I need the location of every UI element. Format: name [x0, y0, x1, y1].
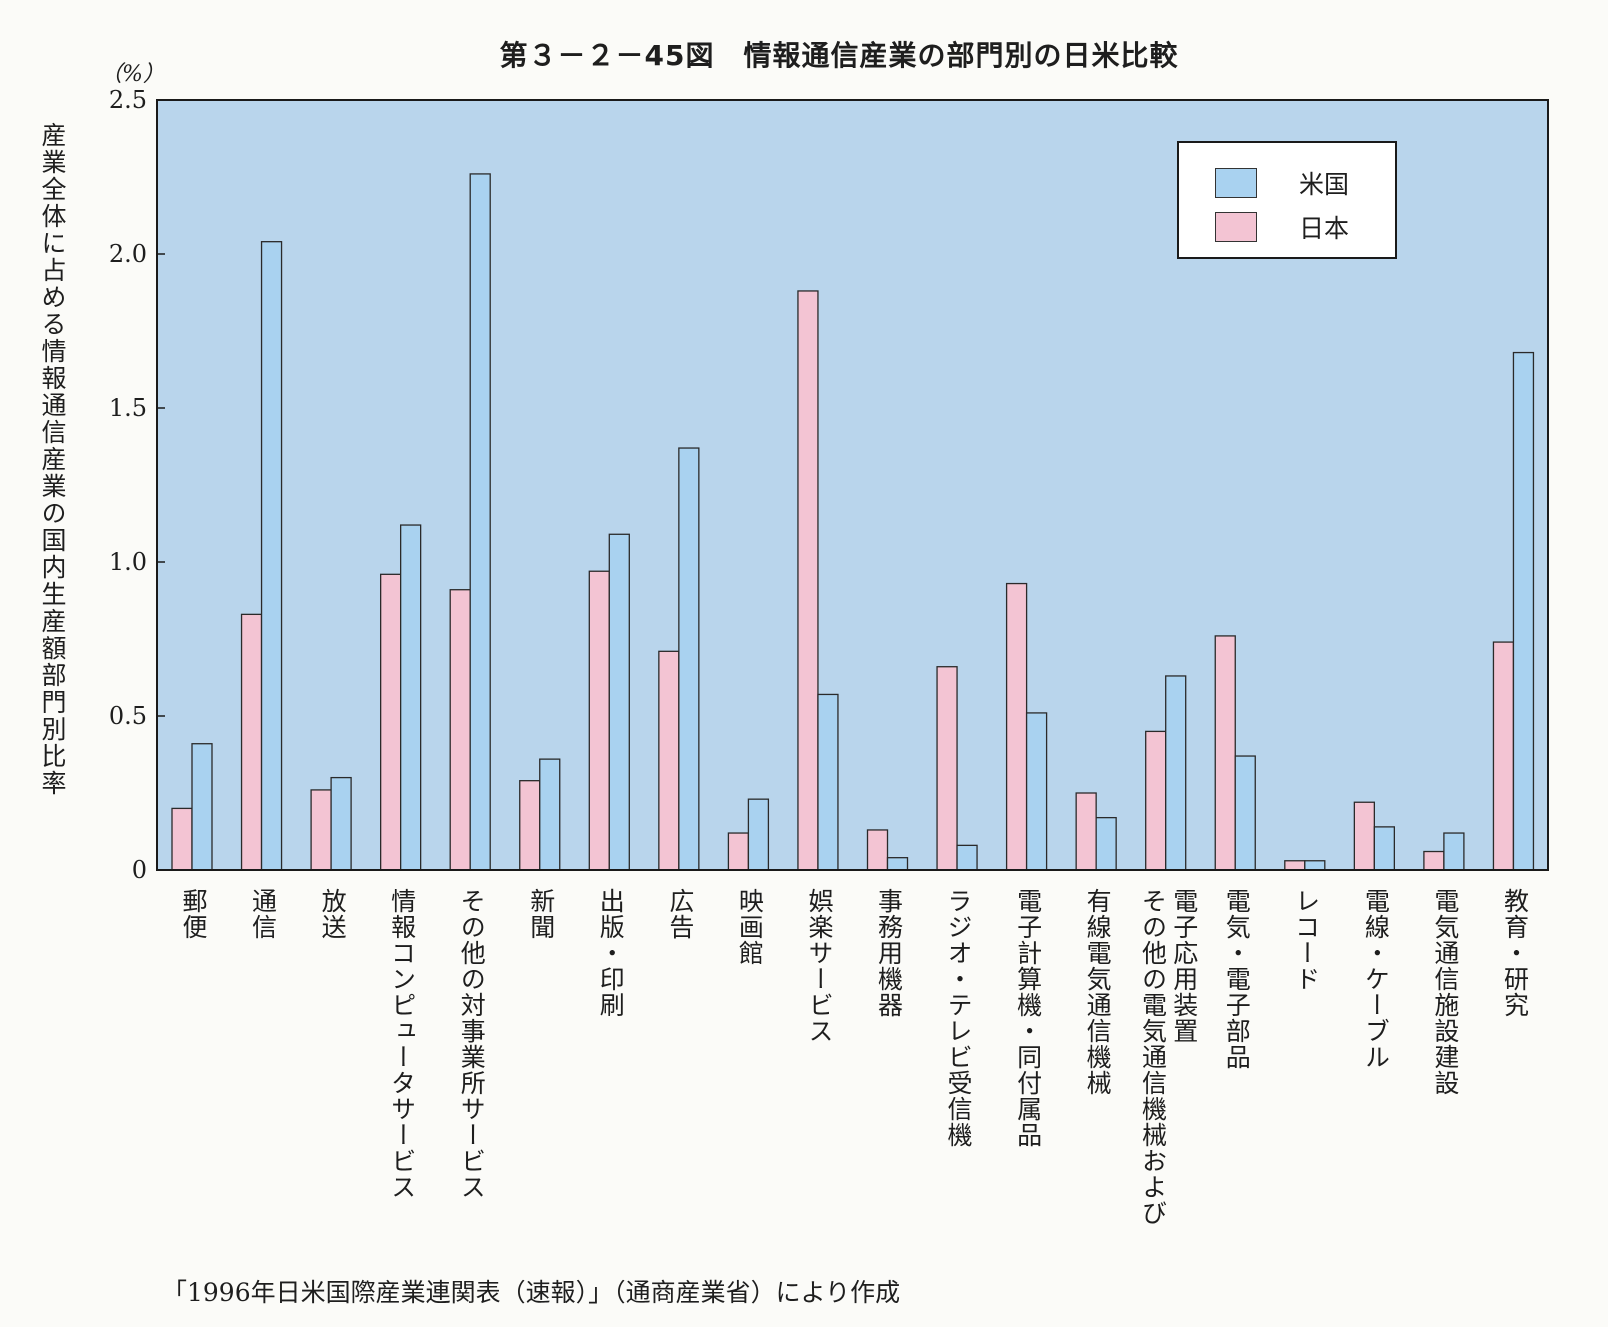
plot-frame [156, 99, 1549, 871]
bar-us [539, 758, 561, 871]
bar-japan [658, 650, 680, 871]
bar-us [1304, 860, 1326, 871]
bar-us [678, 447, 700, 871]
bar-japan [866, 829, 889, 871]
unit-label: （%） [100, 62, 165, 87]
bar-us [191, 743, 213, 871]
category-label: 出版・印刷 [596, 888, 626, 1018]
legend-swatch-japan [1215, 212, 1257, 242]
bar-us [330, 776, 352, 871]
bar-us [886, 857, 909, 871]
bar-us [469, 173, 491, 871]
source-note: 「1996年日米国際産業連関表（速報）」（通商産業省）により作成 [162, 1278, 901, 1307]
legend-item-japan: 日本 [1215, 211, 1349, 243]
y-tick-label: 2.0 [109, 240, 147, 268]
bar-japan [797, 290, 819, 871]
category-label: 通信 [248, 888, 278, 940]
legend-swatch-us [1215, 168, 1257, 198]
bar-japan [171, 807, 193, 871]
bar-japan [1492, 641, 1515, 871]
category-label: 電子計算機・同付属品 [1013, 888, 1043, 1148]
legend-item-us: 米国 [1215, 167, 1349, 199]
bar-japan [1423, 850, 1445, 871]
category-label: 郵便 [179, 888, 208, 940]
category-label: 電気通信施設建設 [1430, 888, 1460, 1096]
category-label: 映画館 [735, 888, 765, 966]
bar-japan [1214, 635, 1236, 871]
y-tick-label: 1.0 [109, 548, 147, 576]
legend-label-japan: 日本 [1299, 214, 1350, 243]
bar-japan [936, 666, 958, 871]
category-label: 事務用機器 [874, 888, 904, 1018]
bar-japan [310, 789, 332, 871]
legend: 米国 日本 [1177, 141, 1397, 259]
category-label: 新聞 [526, 888, 556, 940]
legend-label-us: 米国 [1299, 170, 1350, 199]
category-label: 情報コンピュータサービス [387, 888, 417, 1200]
bar-us [1234, 755, 1256, 871]
category-label: 有線電気通信機械 [1083, 888, 1113, 1096]
bar-us [747, 798, 770, 871]
bar-japan [1075, 792, 1097, 871]
y-tick-label: 0 [132, 856, 147, 884]
bar-japan [1284, 860, 1306, 871]
bar-japan [1353, 801, 1375, 871]
bar-japan [727, 832, 750, 871]
category-label: レコード [1291, 888, 1321, 992]
bar-us [1095, 816, 1117, 871]
bar-us [1373, 826, 1395, 871]
chart-title: 第３－２－45図 情報通信産業の部門別の日米比較 [499, 39, 1179, 72]
bar-us [956, 844, 978, 871]
bar-us [608, 533, 630, 871]
y-tick-label: 2.5 [109, 86, 147, 114]
bar-us [260, 241, 283, 871]
y-tick-label: 1.5 [109, 394, 147, 422]
category-label: その他の対事業所サービス [457, 888, 487, 1200]
bar-us [1512, 351, 1535, 871]
category-label: 広告 [665, 888, 695, 940]
category-label: 電子応用装置 その他の電気通信機械および [1138, 888, 1199, 1226]
bar-japan [1145, 730, 1167, 871]
bar-japan [588, 570, 610, 871]
bar-us [1165, 675, 1187, 871]
bar-us [399, 524, 422, 871]
y-tick-label: 0.5 [109, 702, 147, 730]
bar-japan [519, 780, 541, 871]
bar-us [1443, 832, 1465, 871]
bar-japan [379, 573, 402, 871]
bar-japan [240, 613, 263, 871]
y-axis-title: 産業全体に占める情報通信産業の国内生産額部門別比率 [38, 122, 67, 797]
bar-japan [449, 589, 471, 871]
category-label: 教育・研究 [1500, 888, 1530, 1018]
category-label: 電線・ケーブル [1361, 888, 1391, 1070]
category-label: 放送 [318, 888, 348, 940]
category-label: ラジオ・テレビ受信機 [944, 888, 974, 1148]
bar-japan [1005, 582, 1028, 871]
bar-us [817, 693, 839, 871]
category-label: 電気・電子部品 [1222, 888, 1252, 1070]
bar-us [1025, 712, 1048, 871]
category-label: 娯楽サービス [804, 888, 834, 1044]
